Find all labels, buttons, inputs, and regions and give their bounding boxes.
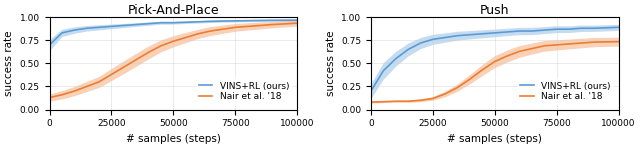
X-axis label: # samples (steps): # samples (steps) [126,134,221,144]
Title: Pick-And-Place: Pick-And-Place [127,4,219,17]
Title: Push: Push [480,4,509,17]
X-axis label: # samples (steps): # samples (steps) [447,134,542,144]
Legend: VINS+RL (ours), Nair et al. '18: VINS+RL (ours), Nair et al. '18 [195,78,292,105]
Y-axis label: success rate: success rate [4,31,14,96]
Legend: VINS+RL (ours), Nair et al. '18: VINS+RL (ours), Nair et al. '18 [516,78,614,105]
Y-axis label: success rate: success rate [326,31,335,96]
